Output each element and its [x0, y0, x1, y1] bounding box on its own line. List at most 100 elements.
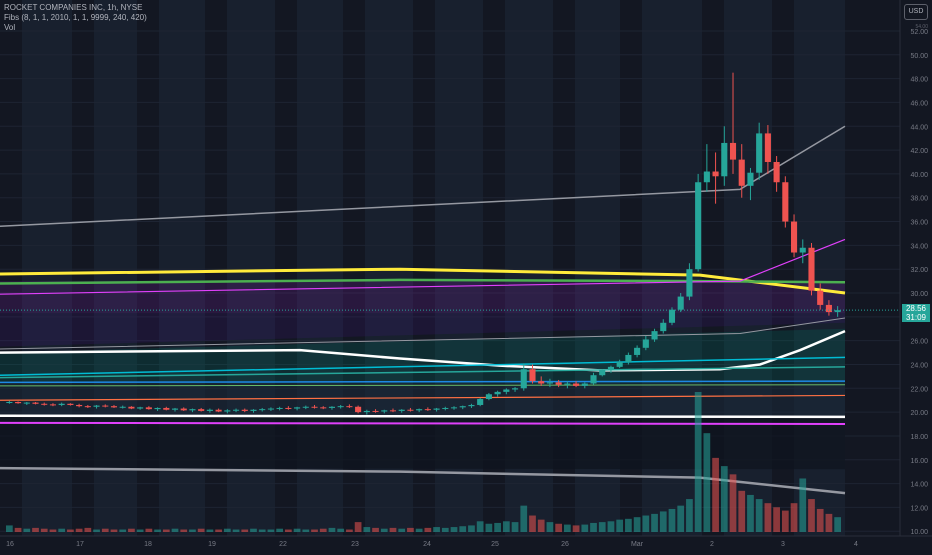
candle-body — [468, 404, 475, 407]
candle-body — [372, 410, 379, 412]
volume-bar — [380, 528, 388, 532]
candle-body — [416, 409, 423, 411]
candle-body — [494, 391, 501, 395]
volume-bar — [223, 528, 231, 532]
volume-bar — [764, 503, 772, 532]
fib-zone-base — [0, 383, 845, 416]
candle-body — [128, 406, 135, 409]
candle-body — [790, 221, 798, 253]
volume-bar — [337, 528, 345, 532]
candle-body — [137, 407, 144, 409]
candle-body — [747, 172, 754, 186]
volume-bar — [311, 529, 318, 532]
candle-body — [232, 409, 240, 411]
candle-body — [6, 402, 13, 403]
volume-bar — [250, 528, 257, 532]
volume-bar — [232, 529, 240, 532]
candle-body — [302, 406, 309, 408]
volume-bar — [790, 503, 798, 532]
indicator-line — [0, 125, 846, 228]
candle-body — [773, 161, 780, 183]
candle-body — [756, 133, 763, 173]
candle-body — [241, 409, 248, 411]
volume-bar — [537, 519, 545, 532]
volume-bar — [781, 510, 789, 532]
time-tick-label: 2 — [710, 541, 714, 548]
last-price-tag: 28.56 31:09 — [902, 304, 930, 323]
time-tick-label: 19 — [208, 541, 216, 548]
candle-body — [668, 309, 676, 323]
time-tick-label: 3 — [781, 541, 785, 548]
candle-body — [32, 402, 39, 404]
indicator-line — [0, 380, 846, 384]
volume-bar — [328, 527, 336, 532]
legend-volume-indicator[interactable]: Vol — [4, 23, 16, 32]
candle-body — [834, 310, 841, 313]
candle-body — [442, 407, 449, 409]
candle-body — [485, 394, 492, 400]
candle-body — [119, 406, 126, 408]
volume-bar — [694, 392, 702, 532]
time-tick-label: Mar — [631, 541, 644, 548]
legend-fibs-indicator[interactable]: Fibs (8, 1, 1, 2010, 1, 1, 9999, 240, 42… — [4, 13, 147, 22]
price-tick-label: 50.00 — [910, 53, 928, 60]
candle-body — [154, 407, 161, 410]
candle-body — [276, 407, 283, 409]
time-axis-bg — [0, 536, 932, 550]
volume-bar — [485, 523, 493, 532]
candle-body — [163, 407, 170, 410]
price-tick-label: 38.00 — [910, 196, 928, 203]
candle-body — [189, 409, 196, 411]
candle-body — [764, 133, 771, 162]
candle-body — [503, 389, 510, 392]
price-tick-label: 46.00 — [910, 100, 928, 107]
volume-bar — [241, 529, 249, 532]
volume-bar — [633, 517, 641, 532]
volume-bar — [354, 522, 362, 532]
candle-body — [703, 171, 710, 183]
volume-bar — [197, 528, 205, 532]
candle-body — [529, 369, 536, 382]
volume-bar — [206, 529, 214, 532]
volume-bar — [215, 529, 222, 532]
price-tick-label: 44.00 — [910, 124, 928, 131]
volume-bar — [293, 528, 301, 532]
volume-bar — [555, 523, 562, 532]
volume-bar — [808, 499, 815, 532]
candle-body — [294, 407, 301, 409]
candle-body — [67, 403, 74, 405]
volume-bar — [459, 526, 467, 532]
candle-body — [215, 409, 222, 412]
volume-bar — [651, 513, 658, 532]
time-tick-label: 17 — [76, 541, 84, 548]
time-tick-label: 16 — [6, 541, 14, 548]
candle-body — [424, 409, 431, 411]
legend-symbol[interactable]: ROCKET COMPANIES INC, 1h, NYSE — [4, 3, 143, 12]
candle-body — [538, 381, 545, 384]
volume-bar — [720, 466, 728, 532]
currency-button[interactable]: USD — [904, 4, 928, 20]
volume-bar — [398, 528, 406, 532]
candle-body — [799, 247, 806, 253]
candle-body — [651, 331, 658, 340]
volume-bar — [189, 529, 196, 532]
candle-body — [433, 408, 440, 410]
candle-body — [328, 406, 336, 408]
indicator-line — [0, 278, 846, 285]
candle-body — [660, 322, 667, 332]
candle-body — [381, 410, 388, 412]
volume-bar — [476, 521, 484, 532]
volume-bar — [668, 508, 676, 532]
candle-body — [93, 405, 100, 407]
candle-body — [389, 410, 397, 412]
candle-body — [520, 369, 527, 389]
candle-body — [102, 405, 109, 407]
volume-bar — [825, 513, 833, 532]
candle-body — [110, 406, 118, 408]
volume-bar — [773, 507, 780, 532]
volume-bar — [729, 474, 737, 532]
time-tick-label: 23 — [351, 541, 359, 548]
candle-body — [686, 269, 693, 297]
